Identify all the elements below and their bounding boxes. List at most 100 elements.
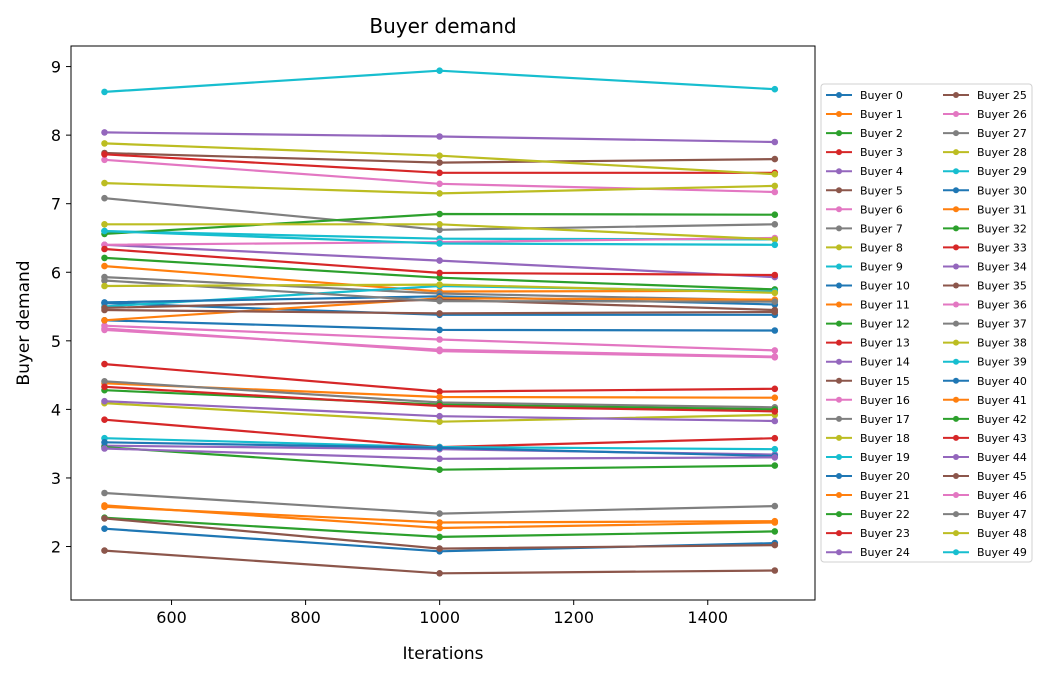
legend-swatch-marker (953, 530, 959, 537)
data-point (436, 190, 443, 197)
legend-label: Buyer 29 (977, 165, 1027, 178)
legend-swatch-marker (953, 206, 959, 213)
y-tick-label: 6 (51, 263, 61, 282)
legend-item: Buyer 21 (826, 489, 910, 502)
legend-label: Buyer 17 (860, 413, 910, 426)
legend-item: Buyer 16 (826, 394, 910, 407)
data-point (436, 533, 443, 541)
legend-item: Buyer 18 (826, 432, 910, 445)
legend-label: Buyer 13 (860, 337, 910, 350)
legend-label: Buyer 46 (977, 489, 1027, 502)
legend-item: Buyer 38 (943, 337, 1027, 350)
data-point (436, 418, 443, 426)
legend-item: Buyer 30 (943, 184, 1027, 197)
data-point (771, 502, 779, 510)
data-point (771, 306, 779, 314)
y-axis: 2 3 4 5 6 7 8 9 (51, 58, 71, 557)
legend-label: Buyer 35 (977, 280, 1027, 293)
legend-label: Buyer 33 (977, 241, 1027, 254)
legend-item: Buyer 10 (826, 280, 910, 293)
y-tick-label: 5 (51, 332, 61, 351)
legend-item: Buyer 17 (826, 413, 910, 426)
data-point (436, 221, 443, 228)
legend-item: Buyer 29 (943, 165, 1027, 178)
legend-swatch-marker (836, 434, 842, 441)
data-point (771, 528, 779, 535)
legend-item: Buyer 15 (826, 375, 910, 388)
data-point (771, 170, 779, 178)
y-tick-label: 2 (51, 538, 61, 557)
data-point (771, 221, 779, 228)
legend-label: Buyer 9 (860, 260, 903, 273)
data-point (771, 289, 779, 297)
legend-label: Buyer 19 (860, 451, 910, 464)
legend-label: Buyer 6 (860, 203, 903, 216)
data-point (436, 240, 443, 247)
legend-swatch-marker (836, 530, 842, 537)
data-point (101, 547, 108, 554)
legend-item: Buyer 35 (943, 280, 1027, 293)
data-point (436, 133, 443, 140)
legend-swatch-marker (953, 168, 959, 175)
legend-item: Buyer 8 (826, 241, 903, 254)
legend-label: Buyer 10 (860, 280, 910, 293)
x-tick-label: 800 (290, 608, 321, 627)
data-point (101, 282, 108, 290)
data-point (101, 525, 108, 532)
legend-swatch-marker (836, 111, 842, 118)
data-point (436, 393, 443, 401)
legend-swatch-marker (836, 473, 842, 479)
data-point (436, 180, 443, 188)
data-point (771, 241, 779, 249)
y-tick-label: 7 (51, 195, 61, 214)
data-point (436, 412, 443, 420)
data-point (436, 388, 443, 395)
data-point (101, 227, 108, 235)
legend-item: Buyer 2 (826, 127, 903, 140)
legend-item: Buyer 36 (943, 299, 1027, 312)
legend-label: Buyer 4 (860, 165, 903, 178)
data-point (771, 385, 779, 393)
legend-item: Buyer 23 (826, 527, 910, 540)
legend-item: Buyer 24 (826, 546, 910, 559)
legend-label: Buyer 38 (977, 337, 1027, 350)
legend-item: Buyer 26 (943, 108, 1027, 121)
data-point (101, 221, 108, 228)
legend-swatch-marker (953, 225, 959, 232)
legend-label: Buyer 30 (977, 184, 1027, 197)
data-point (101, 304, 108, 312)
legend-label: Buyer 34 (977, 260, 1027, 273)
legend-swatch-marker (836, 453, 842, 460)
legend-label: Buyer 32 (977, 222, 1027, 235)
data-point (436, 274, 443, 282)
data-point (771, 138, 779, 146)
chart-title: Buyer demand (369, 14, 516, 38)
legend-item: Buyer 6 (826, 203, 903, 216)
data-point (436, 159, 443, 166)
data-point (101, 416, 108, 424)
legend-item: Buyer 39 (943, 356, 1027, 369)
data-point (771, 454, 779, 461)
legend-swatch-marker (836, 92, 842, 98)
legend-swatch-marker (836, 225, 842, 232)
legend-swatch-marker (953, 492, 959, 499)
legend-item: Buyer 41 (943, 394, 1027, 407)
y-tick-label: 4 (51, 400, 61, 419)
legend-label: Buyer 16 (860, 394, 910, 407)
legend-swatch-marker (953, 111, 959, 118)
legend-label: Buyer 14 (860, 356, 910, 369)
legend-swatch-marker (836, 130, 842, 137)
legend-swatch-marker (953, 339, 959, 346)
y-tick-label: 8 (51, 126, 61, 145)
data-point (101, 245, 108, 253)
data-point (771, 298, 779, 306)
legend-swatch-marker (953, 358, 959, 365)
legend-swatch-marker (953, 453, 959, 460)
legend-swatch-marker (836, 320, 842, 327)
x-tick-label: 1000 (419, 608, 460, 627)
y-axis-label: Buyer demand (14, 260, 34, 385)
legend-swatch-marker (953, 549, 959, 556)
legend-swatch-marker (836, 377, 842, 384)
legend-label: Buyer 3 (860, 146, 903, 159)
data-point (436, 346, 443, 354)
